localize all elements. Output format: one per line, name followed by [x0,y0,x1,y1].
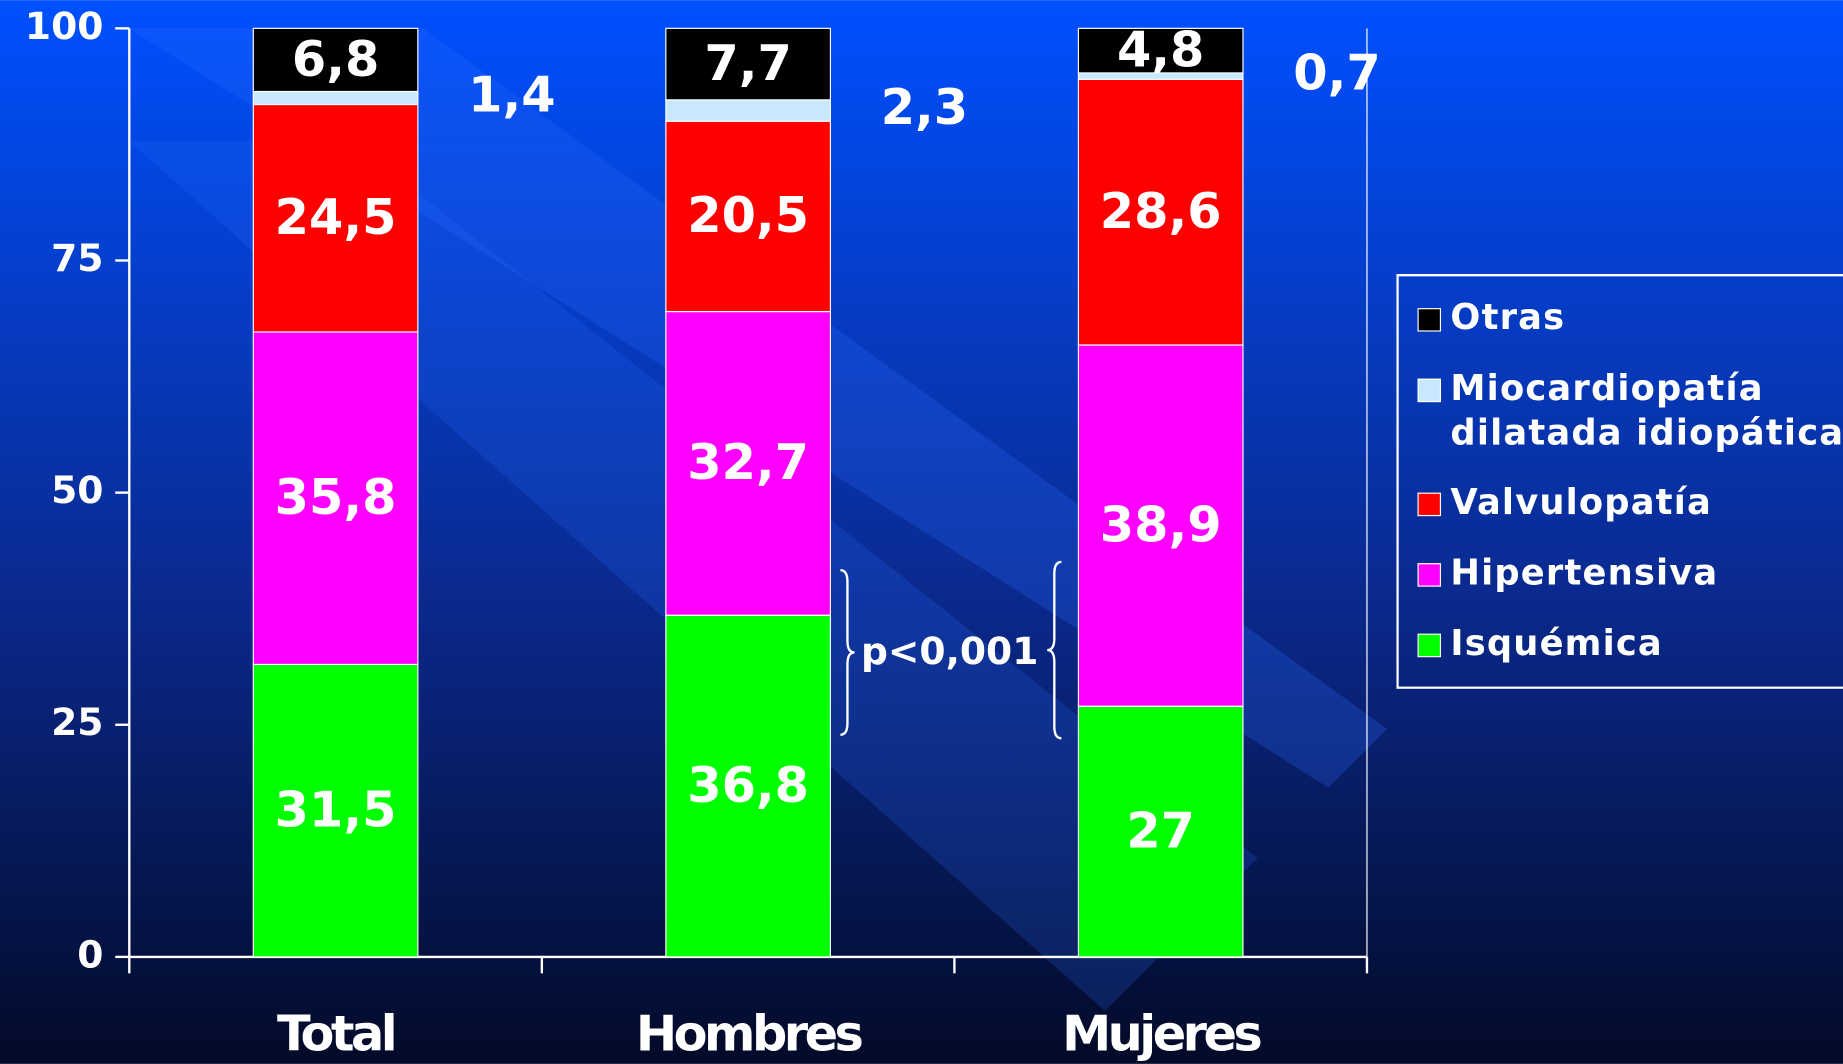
legend-box: Otras Miocardiopatía dilatada idiopática V… [1396,274,1843,689]
legend-item: Hipertensiva [1417,552,1843,597]
y-tick-label: 50 [51,468,103,512]
value-label: 31,5 [275,781,397,839]
bar-segment [1077,705,1244,958]
bar-segment [252,27,419,93]
value-label: 6,8 [292,30,379,88]
bar-segment [665,99,831,122]
bar-segment [665,120,831,313]
legend-item: Valvulopatía [1417,481,1843,526]
bar-segment [252,331,419,665]
legend-item: Isquémica [1417,622,1843,667]
value-label: 7,7 [704,34,791,92]
legend-label: Hipertensiva [1450,552,1719,595]
bar-segment [665,310,831,616]
bar-segment [252,103,419,333]
value-label: 4,8 [1117,20,1204,78]
bar-segment [665,614,831,958]
legend-swatch [1417,378,1442,402]
y-tick-label: 0 [77,932,103,976]
bar-segment [252,90,419,106]
value-label: 27 [1126,801,1195,859]
x-tick-label: Total [277,1004,394,1062]
value-label: 24,5 [275,188,397,246]
annotation: p<0,001 [861,629,1038,673]
legend-swatch [1417,307,1442,332]
value-label: 35,8 [275,468,397,526]
legend-label: Miocardiopatía dilatada idiopática [1450,367,1843,454]
bar-segment [1077,344,1244,707]
legend-swatch [1417,563,1442,587]
bar-segment [1077,27,1244,74]
value-label: 38,9 [1100,495,1222,553]
legend: Otras Miocardiopatía dilatada idiopática V… [1396,274,1843,689]
value-label: 0,7 [1293,44,1380,102]
y-tick-label: 100 [25,4,104,48]
legend-item: Miocardiopatía dilatada idiopática [1417,366,1843,455]
plot: 0 25 50 75 100 Total 31,5 35,8 24,5 1,4 6,8 Hombres… [25,4,1381,1062]
value-label: 28,6 [1100,182,1222,240]
brace [840,569,855,736]
value-label: 32,7 [687,433,809,491]
y-tick-label: 75 [51,236,103,280]
value-label: 36,8 [687,756,809,814]
bar-segment [1077,78,1244,346]
value-label: 1,4 [468,65,555,123]
value-label: 20,5 [687,186,809,244]
legend-swatch [1417,633,1442,658]
legend-label: Otras [1450,297,1566,339]
legend-label: Valvulopatía [1450,482,1712,524]
value-label: 2,3 [881,78,968,136]
bar-segment [665,27,831,101]
legend-label: Isquémica [1450,623,1663,665]
y-tick-label: 25 [51,700,103,744]
legend-item: Otras [1417,296,1843,341]
legend-swatch [1417,493,1442,517]
x-tick-label: Hombres [636,1004,863,1062]
brace [1047,560,1062,740]
x-tick-label: Mujeres [1062,1004,1261,1062]
